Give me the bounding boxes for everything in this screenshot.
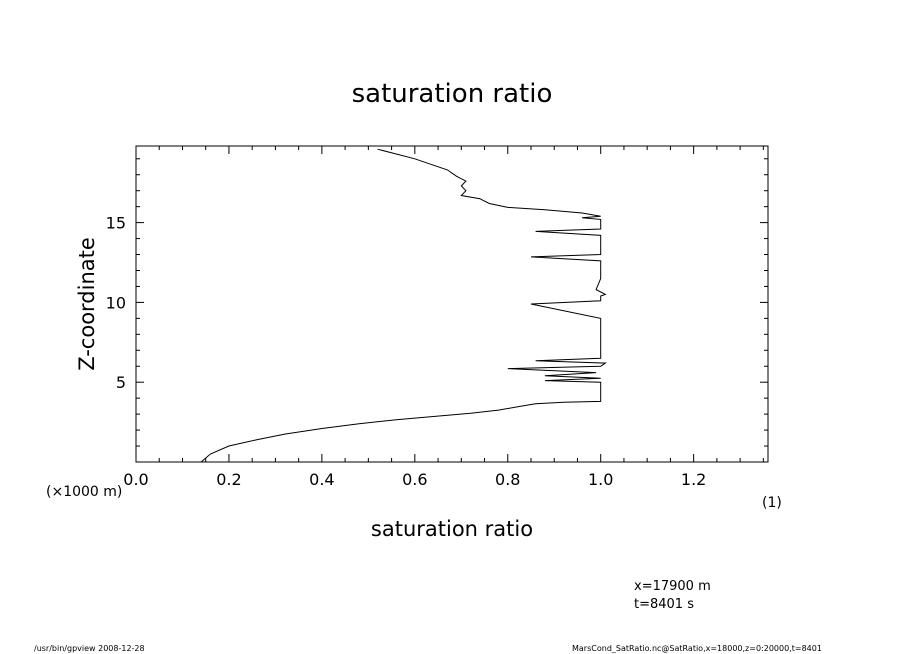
series-line xyxy=(200,148,607,463)
y-tick-label: 10 xyxy=(106,293,126,312)
y-tick-labels: 5 10 15 xyxy=(106,214,126,393)
x-tick-label: 0.8 xyxy=(495,470,520,489)
footer-left: /usr/bin/gpview 2008-12-28 xyxy=(34,644,145,653)
y-tick-label: 15 xyxy=(106,214,126,233)
y-axis-label: Z-coordinate xyxy=(75,237,99,371)
x-axis-label: saturation ratio xyxy=(371,517,533,541)
footer-right: MarsCond_SatRatio.nc@SatRatio,x=18000,z=… xyxy=(572,644,822,653)
x-tick-labels: 0.0 0.2 0.4 0.6 0.8 1.0 1.2 xyxy=(123,470,706,489)
position-annotation: x=17900 m xyxy=(634,579,711,594)
x-tick-label: 1.2 xyxy=(681,470,706,489)
time-annotation: t=8401 s xyxy=(634,597,694,612)
y-tick-label: 5 xyxy=(116,373,126,392)
x-unit-note: (1) xyxy=(762,495,782,511)
tick-marks xyxy=(135,146,768,462)
x-tick-label: 0.2 xyxy=(216,470,241,489)
x-tick-label: 0.6 xyxy=(402,470,427,489)
x-tick-label: 0.0 xyxy=(123,470,148,489)
plot-frame xyxy=(135,145,769,463)
y-unit-note: (×1000 m) xyxy=(46,484,122,500)
x-tick-label: 0.4 xyxy=(309,470,334,489)
x-tick-label: 1.0 xyxy=(588,470,613,489)
chart-title: saturation ratio xyxy=(352,79,553,109)
